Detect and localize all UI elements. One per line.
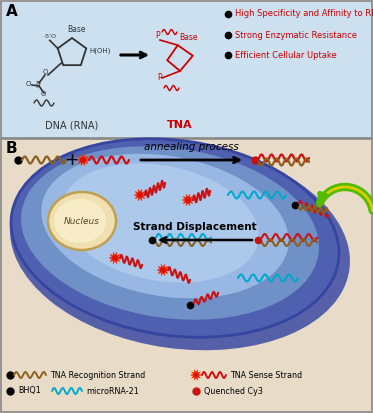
Text: TNA Recognition Strand: TNA Recognition Strand [50, 370, 145, 380]
Text: H(OH): H(OH) [89, 48, 110, 54]
FancyBboxPatch shape [1, 1, 372, 138]
Text: annealing process: annealing process [144, 142, 238, 152]
Ellipse shape [61, 164, 259, 282]
Ellipse shape [48, 192, 116, 250]
Polygon shape [109, 252, 121, 264]
Text: Strand Displacement: Strand Displacement [133, 222, 257, 232]
Text: TNA Sense Strand: TNA Sense Strand [230, 370, 302, 380]
Text: TNA: TNA [167, 120, 193, 130]
Ellipse shape [41, 154, 289, 298]
Text: DNA (RNA): DNA (RNA) [46, 120, 98, 130]
Text: B: B [6, 141, 18, 156]
Text: +: + [65, 151, 79, 169]
Ellipse shape [21, 146, 319, 320]
Text: O: O [42, 69, 48, 75]
Polygon shape [77, 154, 89, 166]
Ellipse shape [54, 199, 106, 243]
Text: Base: Base [68, 25, 86, 34]
FancyBboxPatch shape [1, 139, 372, 412]
Text: Nucleus: Nucleus [64, 216, 100, 225]
Text: P: P [156, 31, 160, 40]
Text: BHQ1: BHQ1 [18, 387, 41, 396]
Ellipse shape [10, 142, 350, 350]
Polygon shape [191, 370, 201, 380]
Text: Quenched Cy3: Quenched Cy3 [204, 387, 263, 396]
Text: O: O [40, 91, 46, 97]
Polygon shape [182, 194, 194, 206]
Text: Efficient Cellular Uptake: Efficient Cellular Uptake [235, 50, 337, 59]
Text: microRNA-21: microRNA-21 [86, 387, 139, 396]
Text: O: O [25, 81, 31, 87]
Polygon shape [134, 189, 146, 201]
Text: P: P [36, 81, 40, 90]
Polygon shape [157, 264, 169, 276]
Ellipse shape [11, 139, 339, 337]
Text: Strong Enzymatic Resistance: Strong Enzymatic Resistance [235, 31, 357, 40]
Text: A: A [6, 4, 18, 19]
Text: P: P [158, 73, 162, 82]
Text: High Specificity and Affinity to RNA: High Specificity and Affinity to RNA [235, 9, 373, 19]
Text: Base: Base [179, 33, 197, 42]
Text: -5'O: -5'O [44, 34, 57, 39]
